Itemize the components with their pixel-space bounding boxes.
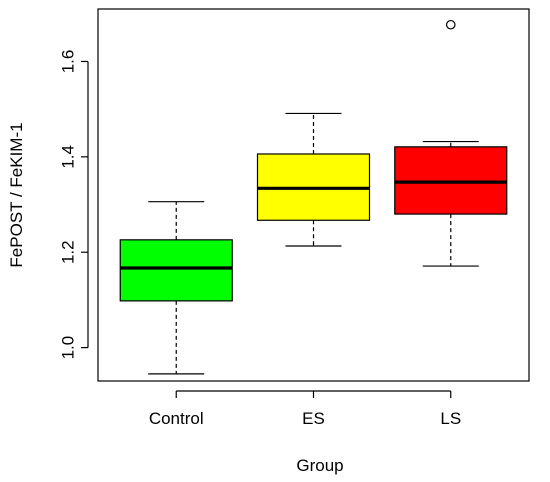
y-tick-label: 1.0: [59, 336, 78, 360]
x-tick-label: Control: [149, 409, 204, 428]
y-axis: 1.0 1.2 1.4 1.6: [59, 50, 89, 360]
x-axis: Control ES LS: [149, 390, 461, 428]
y-axis-label: FePOST / FeKIM-1: [7, 122, 26, 267]
boxes: [119, 19, 508, 375]
y-tick-label: 1.6: [59, 50, 78, 74]
plot-frame: [97, 8, 530, 382]
x-tick-label: LS: [440, 409, 461, 428]
box-group: [256, 112, 371, 247]
box-group: [394, 19, 508, 267]
box-iqr: [394, 146, 508, 215]
x-axis-label: Group: [296, 456, 343, 475]
box-iqr: [119, 239, 233, 302]
x-tick-label: ES: [302, 409, 325, 428]
y-tick-label: 1.4: [59, 145, 78, 169]
y-tick-label: 1.2: [59, 240, 78, 264]
outlier-point: [445, 19, 456, 30]
box-group: [119, 201, 233, 375]
